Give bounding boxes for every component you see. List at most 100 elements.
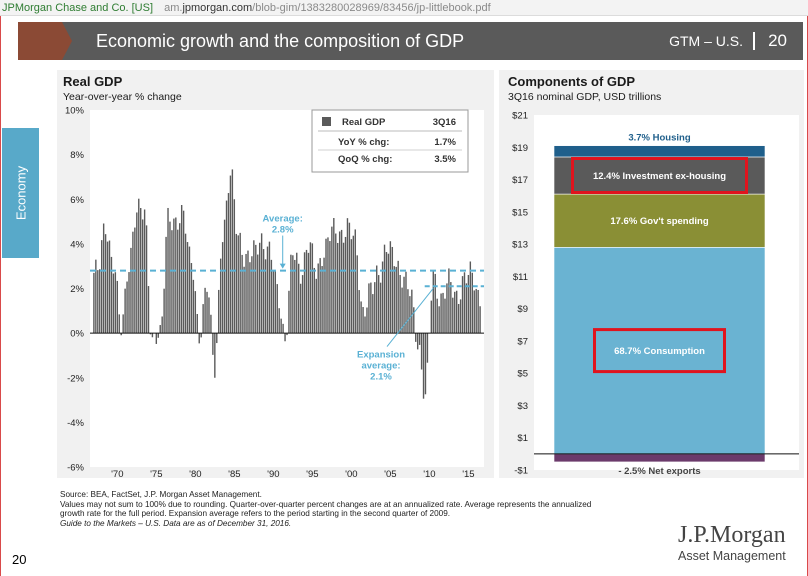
gdp-bar [430, 300, 433, 334]
browser-url-bar[interactable]: JPMorgan Chase and Co. [US] am.jpmorgan.… [0, 0, 808, 16]
gtm-label: GTM – U.S. [669, 33, 743, 49]
gdp-bar [346, 218, 349, 334]
gdp-bar [175, 217, 177, 334]
gdp-bar [416, 333, 419, 350]
gdp-bar [333, 218, 335, 334]
gdp-bar [354, 229, 356, 334]
table-row-value: 3.5% [434, 154, 456, 165]
average-arrowhead [279, 263, 286, 269]
gdp-bar [393, 266, 395, 334]
gdp-bar [101, 240, 103, 334]
gdp-bar [206, 291, 208, 334]
gdp-bar [286, 333, 288, 336]
gdp-bar [241, 254, 243, 334]
url-text[interactable]: am.jpmorgan.com/blob-gim/1383280028969/8… [164, 2, 491, 14]
gdp-bar [157, 333, 159, 338]
gdp-bar [151, 333, 154, 338]
x-tick-label: '70 [111, 469, 123, 478]
gdp-bar [108, 240, 111, 334]
y-tick-label: -4% [67, 418, 84, 429]
gdp-bar [444, 298, 446, 334]
gdp-bar [309, 242, 312, 334]
gdp-bar [340, 229, 343, 334]
x-tick-label: '05 [384, 469, 396, 478]
y-tick-label: $5 [517, 369, 528, 380]
gdp-bar [434, 273, 436, 334]
gdp-bar [188, 246, 191, 334]
url-path: /blob-gim/1383280028969/83456/jp-littleb… [252, 2, 491, 14]
gdp-bar [344, 236, 347, 334]
gdp-bar [323, 257, 325, 334]
segment-bar [553, 156, 766, 195]
section-tab-label: Economy [13, 165, 28, 221]
gdp-bar [454, 291, 456, 334]
gdp-bar [313, 267, 316, 334]
gdp-bar [307, 252, 310, 334]
gdp-bar [471, 272, 473, 334]
gdp-bar [282, 323, 284, 334]
real-gdp-chart: 10% 8% 6% 4% 2% 0% -2% -4% -6% '70 '75 '80 '85 '90 '95… [65, 106, 484, 478]
gdp-bar [186, 242, 189, 334]
y-tick-label: $13 [512, 240, 528, 251]
chart-title: Real GDP [63, 74, 123, 89]
gdp-bar [385, 252, 388, 334]
gdp-bar [128, 272, 130, 334]
segment-label: - 2.5% Net exports [618, 466, 700, 477]
expansion-average-label: Expansion [357, 350, 405, 361]
gdp-bar [227, 193, 230, 334]
x-tick-label: '75 [150, 469, 162, 478]
gdp-bar [253, 240, 255, 334]
gdp-bar [255, 244, 257, 334]
legend-swatch [322, 117, 331, 126]
gdp-bar [95, 259, 97, 334]
gdp-bar [102, 223, 105, 334]
segment-label: 68.7% Consumption [614, 346, 705, 357]
gdp-bar [231, 169, 234, 334]
logo-name: J.P.Morgan [678, 522, 786, 548]
average-label: Average: [263, 214, 303, 225]
gdp-bar [352, 235, 355, 334]
y-tick-label: $1 [517, 433, 528, 444]
gdp-bar [173, 218, 175, 334]
gdp-bar [225, 200, 228, 334]
gdp-bar [245, 253, 247, 334]
expansion-average-label: average: [361, 361, 400, 372]
gdp-bar [149, 333, 152, 335]
gdp-bar [348, 222, 351, 334]
gdp-bar [377, 275, 380, 334]
gdp-bar [383, 244, 386, 334]
gdp-bar [284, 333, 286, 342]
inset-table [311, 109, 469, 173]
gdp-bar [268, 241, 271, 334]
highlight-box [593, 328, 726, 374]
gdp-bar [446, 283, 448, 334]
gdp-bar [422, 333, 425, 399]
gdp-bar [469, 261, 472, 334]
y-tick-label: 0% [70, 329, 84, 340]
jpmorgan-logo: J.P.Morgan Asset Management [678, 522, 800, 564]
gdp-bar [280, 318, 282, 334]
gdp-bar [126, 281, 128, 334]
footnote-values-cont: growth rate for the full period. Expansi… [60, 509, 451, 519]
chart-title: Components of GDP [508, 74, 636, 89]
gdp-bar [342, 242, 345, 334]
gdp-bar [258, 242, 261, 334]
gdp-bar [372, 294, 374, 334]
footnotes: Source: BEA, FactSet, J.P. Morgan Asset … [60, 490, 680, 528]
chart-subtitle: Year-over-year % change [63, 91, 182, 103]
gdp-bar [413, 307, 415, 334]
gdp-bar [459, 299, 462, 334]
gdp-bar [266, 246, 269, 334]
gdp-bar [358, 290, 360, 334]
gdp-bar [190, 263, 193, 334]
gdp-bar [159, 325, 161, 334]
header-divider [753, 32, 755, 50]
gdp-bar [296, 252, 298, 334]
real-gdp-panel: Real GDP Year-over-year % change 10% 8% 6%… [57, 70, 494, 478]
gdp-bar [418, 333, 421, 345]
gdp-bar [424, 333, 427, 395]
gdp-bar [301, 275, 304, 334]
section-tab[interactable]: Economy [2, 128, 39, 258]
segment-label: 12.4% Investment ex-housing [593, 171, 726, 182]
